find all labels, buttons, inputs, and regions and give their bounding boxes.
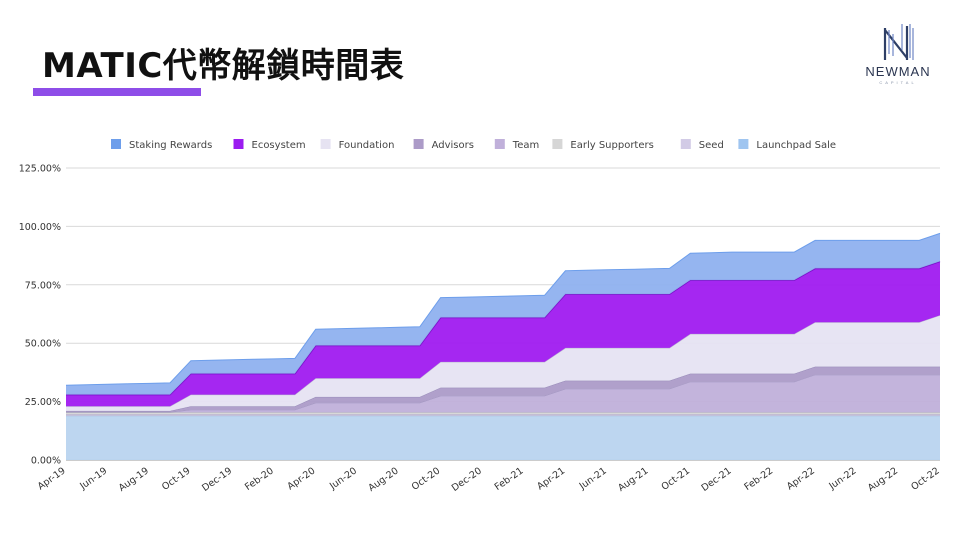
- legend-swatch: [552, 139, 563, 149]
- area-line-staking-rewards: [65, 232, 941, 386]
- x-tick-label: Feb-20: [243, 465, 276, 493]
- legend-swatch: [494, 139, 505, 149]
- x-tick-label: Aug-19: [117, 465, 151, 494]
- legend-swatch: [233, 139, 244, 149]
- y-tick-label: 125.00%: [19, 164, 61, 175]
- x-tick-label: Oct-22: [909, 465, 941, 492]
- x-tick-label: Feb-22: [742, 465, 775, 493]
- legend-swatch: [320, 139, 331, 149]
- x-tick-label: Oct-20: [410, 465, 442, 492]
- area-seed: [66, 414, 940, 416]
- logo-subtext: CAPITAL: [879, 80, 917, 85]
- y-tick-label: 25.00%: [25, 397, 61, 408]
- x-tick-label: Dec-20: [450, 465, 484, 493]
- x-tick-label: Jun-22: [826, 465, 858, 492]
- chart-legend: Staking Rewards Ecosystem Foundation Adviso…: [111, 139, 836, 151]
- x-axis-ticks: Apr-19 Jun-19 Aug-19 Oct-19 Dec-19 Feb-20 Apr-…: [36, 465, 942, 494]
- x-tick-label: Apr-21: [535, 465, 567, 492]
- x-tick-label: Feb-21: [493, 465, 526, 493]
- legend-label: Team: [512, 140, 539, 151]
- title-underline: [33, 88, 201, 96]
- x-tick-label: Oct-21: [660, 465, 692, 492]
- x-tick-label: Dec-21: [700, 465, 734, 493]
- x-tick-label: Jun-19: [77, 465, 109, 492]
- x-tick-label: Dec-19: [200, 465, 234, 493]
- page-title: MATIC代幣解鎖時間表: [42, 46, 405, 86]
- x-tick-label: Aug-22: [866, 465, 900, 494]
- y-tick-label: 100.00%: [19, 222, 61, 233]
- area-team: [66, 374, 940, 413]
- y-axis-ticks: 0.00% 25.00% 50.00% 75.00% 100.00% 125.00%: [19, 164, 61, 467]
- legend-swatch: [738, 139, 749, 149]
- x-tick-label: Oct-19: [160, 465, 192, 492]
- legend-swatch: [111, 139, 121, 149]
- newman-logo: NEWMAN CAPITAL: [858, 20, 938, 90]
- logo-text: NEWMAN: [865, 64, 931, 79]
- legend-swatch: [413, 139, 424, 149]
- area-launchpad-sale: [66, 415, 940, 460]
- legend-label: Advisors: [432, 140, 474, 151]
- legend-label: Foundation: [339, 140, 395, 151]
- legend-swatch: [680, 139, 691, 149]
- x-tick-label: Apr-22: [785, 465, 817, 492]
- x-tick-label: Apr-19: [36, 465, 68, 492]
- y-tick-label: 50.00%: [25, 339, 61, 350]
- area-ecosystem: [66, 261, 940, 407]
- x-tick-label: Jun-21: [577, 465, 609, 492]
- y-tick-label: 0.00%: [31, 456, 61, 467]
- y-tick-label: 75.00%: [25, 280, 61, 291]
- legend-label: Seed: [699, 140, 724, 151]
- x-tick-label: Aug-20: [366, 465, 400, 494]
- legend-label: Staking Rewards: [129, 140, 212, 151]
- area-staking-rewards: [66, 233, 940, 395]
- legend-label: Launchpad Sale: [756, 140, 836, 151]
- area-early-supporters: [66, 412, 940, 415]
- x-tick-label: Apr-20: [285, 465, 317, 492]
- x-tick-label: Aug-21: [616, 465, 650, 494]
- chart-areas: [65, 232, 941, 460]
- x-tick-label: Jun-20: [327, 465, 359, 492]
- legend-label: Ecosystem: [252, 140, 306, 151]
- area-foundation: [66, 315, 940, 411]
- area-advisors: [66, 366, 940, 413]
- newman-logo-icon: [883, 24, 914, 60]
- legend-label: Early Supporters: [570, 140, 653, 151]
